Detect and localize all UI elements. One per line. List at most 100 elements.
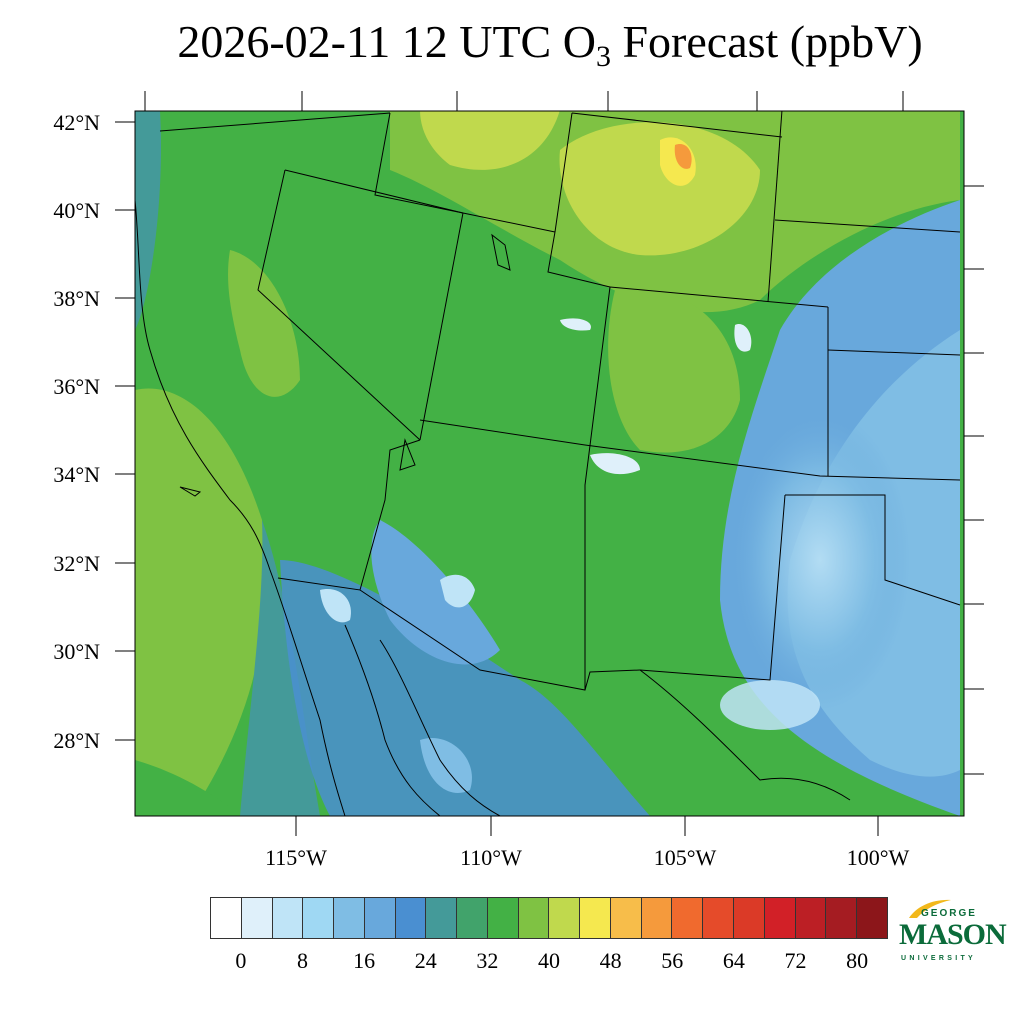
colorbar-label: 0 xyxy=(235,948,247,973)
border-nv-id xyxy=(284,169,464,214)
border-id-ut xyxy=(374,112,556,233)
wyoming-yellowgreen xyxy=(559,122,760,256)
swoosh-icon xyxy=(909,899,951,918)
lat-label: 40°N xyxy=(53,198,100,223)
colorbar-cell xyxy=(303,898,335,938)
lon-label: 110°W xyxy=(460,845,522,870)
colorbar-cell xyxy=(610,898,642,938)
lon-label: 100°W xyxy=(847,845,910,870)
border-ut-co xyxy=(584,286,611,690)
colorbar-cell xyxy=(487,898,519,938)
border-mt-wy xyxy=(571,112,783,138)
colorbar-labels: 0 8 16 24 32 40 48 56 64 72 80 xyxy=(210,948,888,978)
colorbar-cell xyxy=(211,898,242,938)
gmu-logo: GEORGE MASON UNIVERSITY xyxy=(895,896,1007,968)
logo-university: UNIVERSITY xyxy=(901,955,977,962)
lat-label: 42°N xyxy=(53,110,100,135)
colorbar-cell xyxy=(364,898,396,938)
border-us-mx xyxy=(359,589,641,691)
forecast-map: 42°N 40°N 38°N 36°N 34°N 32°N 30°N 28°N … xyxy=(53,91,984,870)
pale-patch-south xyxy=(720,680,820,730)
colorbar-label: 72 xyxy=(784,948,807,973)
title-subscript: 3 xyxy=(595,40,611,73)
nevada-light-green xyxy=(228,250,300,397)
great-salt-lake xyxy=(491,233,511,271)
lat-label: 38°N xyxy=(53,286,100,311)
lat-label: 32°N xyxy=(53,551,100,576)
border-rio-grande xyxy=(639,669,851,801)
lon-label: 105°W xyxy=(654,845,717,870)
colorbar-cell xyxy=(241,898,273,938)
border-tx-ok xyxy=(785,494,961,606)
baja-blue xyxy=(280,560,650,816)
title-suffix: Forecast (ppbV) xyxy=(610,16,923,67)
colorbar-cell xyxy=(457,898,488,938)
coastline-gulf-east xyxy=(379,639,501,816)
nm-pale-patch xyxy=(590,453,640,475)
border-id-wy xyxy=(554,112,573,233)
lake-mead xyxy=(399,438,416,471)
state-borders xyxy=(135,111,961,816)
colorbar-label: 8 xyxy=(296,948,308,973)
arizona-blue xyxy=(371,520,500,665)
border-nv-ut xyxy=(419,212,464,441)
border-or-id xyxy=(159,112,391,132)
lon-label: 115°W xyxy=(265,845,327,870)
logo-mason: MASON xyxy=(899,918,1007,951)
colorbar-label: 16 xyxy=(353,948,376,973)
border-co-north xyxy=(609,286,829,308)
colorbar-label: 24 xyxy=(414,948,437,973)
lat-label: 36°N xyxy=(53,374,100,399)
border-ut-wy xyxy=(547,231,611,288)
peak-orange xyxy=(674,144,692,169)
page-title: 2026-02-11 12 UTC O3 Forecast (ppbV) xyxy=(0,12,1024,87)
colorbar-cell xyxy=(272,898,304,938)
sw-green-edge xyxy=(135,760,240,816)
texas-pale-core xyxy=(730,410,910,710)
colorbar xyxy=(210,897,888,939)
ozone-field xyxy=(135,111,964,816)
sonora-lightblue xyxy=(420,738,472,793)
tucson-pale xyxy=(440,574,475,608)
border-ca-nv xyxy=(257,169,421,441)
map-ticks xyxy=(115,91,984,836)
colorbar-cell xyxy=(703,898,735,938)
pacific-light-band xyxy=(135,388,267,816)
colorbar-cell xyxy=(426,898,458,938)
colorbar-cell xyxy=(334,898,365,938)
utah-pale-patch xyxy=(560,318,591,331)
coastline-gulf-west xyxy=(344,624,441,816)
map-frame xyxy=(134,110,965,817)
colorado-light-green xyxy=(608,288,740,453)
title-prefix: 2026-02-11 12 UTC O xyxy=(177,16,596,67)
colorbar-cell xyxy=(764,898,796,938)
colorbar-cell xyxy=(549,898,581,938)
logo-george: GEORGE xyxy=(921,908,977,919)
idaho-yellowgreen xyxy=(420,111,560,170)
colorbar-label: 56 xyxy=(661,948,684,973)
colorbar-label: 40 xyxy=(538,948,560,973)
colorbar-label: 48 xyxy=(599,948,622,973)
latitude-labels: 42°N 40°N 38°N 36°N 34°N 32°N 30°N 28°N xyxy=(53,110,100,753)
nw-teal-edge xyxy=(135,111,161,330)
yuma-pale xyxy=(320,589,351,623)
border-wy-sd xyxy=(767,111,783,303)
border-ks-ne xyxy=(827,349,961,356)
colorbar-cell xyxy=(518,898,550,938)
lat-label: 28°N xyxy=(53,728,100,753)
colorbar-cell xyxy=(826,898,858,938)
colorbar-cell xyxy=(795,898,827,938)
border-nm-tx xyxy=(639,494,786,681)
colorbar-label: 32 xyxy=(476,948,499,973)
lat-label: 34°N xyxy=(53,462,100,487)
coastal-teal xyxy=(240,520,320,816)
colorbar-cell xyxy=(641,898,673,938)
coastline-west xyxy=(135,199,346,816)
channel-island xyxy=(179,486,202,497)
colorbar-cell xyxy=(857,898,887,938)
colorbar-cell xyxy=(672,898,704,938)
co-pale-patch xyxy=(734,324,752,352)
border-ne-sd xyxy=(774,219,961,233)
colorbar-label: 80 xyxy=(846,948,869,973)
colorbar-cell xyxy=(395,898,427,938)
